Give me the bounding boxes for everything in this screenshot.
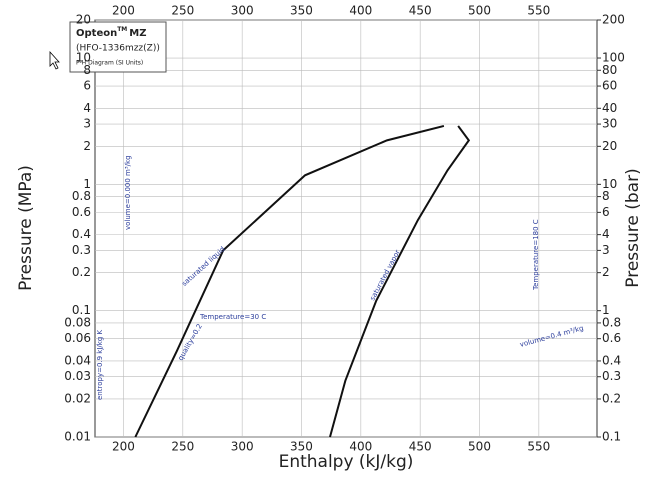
y-tick-label: 0.3 bbox=[72, 243, 91, 257]
y-tick-label: 1 bbox=[83, 177, 91, 191]
x-tick-label: 500 bbox=[468, 440, 491, 454]
y2-tick-label: 4 bbox=[602, 227, 610, 241]
y2-tick-label: 200 bbox=[602, 13, 625, 27]
x-tick-label: 250 bbox=[171, 440, 194, 454]
y-tick-label: 0.4 bbox=[72, 227, 91, 241]
y2-tick-label: 40 bbox=[602, 101, 617, 115]
y2-tick-label: 6 bbox=[602, 205, 610, 219]
y2-tick-label: 0.1 bbox=[602, 430, 621, 444]
y-tick-label: 20 bbox=[76, 13, 91, 27]
annotation: Temperature=30 C bbox=[199, 313, 266, 321]
legend-frame bbox=[69, 21, 167, 73]
refrigerant: (HFO-1336mzz(Z)) bbox=[76, 44, 160, 54]
x-top-tick-label: 250 bbox=[171, 4, 194, 18]
y-tick-label: 10 bbox=[76, 51, 91, 65]
annotation: entropy=0.9 kJ/kg K bbox=[96, 329, 104, 400]
plot-area bbox=[94, 19, 598, 438]
y-axis-label: Pressure (MPa) bbox=[16, 165, 36, 291]
y2-axis-label: Pressure (bar) bbox=[623, 168, 643, 287]
x-top-tick-label: 400 bbox=[349, 4, 372, 18]
series-line bbox=[329, 125, 471, 438]
y2-tick-label: 0.4 bbox=[602, 353, 621, 367]
y2-tick-label: 10 bbox=[602, 177, 617, 191]
brand-name: Opteon bbox=[76, 28, 117, 39]
y2-tick-label: 30 bbox=[602, 117, 617, 131]
y-tick-label: 0.08 bbox=[64, 315, 91, 329]
brand: OpteonTM MZ bbox=[76, 26, 147, 40]
x-tick-label: 400 bbox=[349, 440, 372, 454]
x-top-tick-label: 350 bbox=[290, 4, 313, 18]
y2-tick-label: 0.8 bbox=[602, 315, 621, 329]
y-tick-label: 0.6 bbox=[72, 205, 91, 219]
y2-tick-label: 20 bbox=[602, 139, 617, 153]
y2-tick-label: 8 bbox=[602, 189, 610, 203]
y-tick-label: 0.2 bbox=[72, 265, 91, 279]
x-top-tick-label: 500 bbox=[468, 4, 491, 18]
y2-tick-label: 3 bbox=[602, 243, 610, 257]
x-tick-label: 450 bbox=[409, 440, 432, 454]
x-tick-label: 550 bbox=[527, 440, 550, 454]
y-tick-label: 0.1 bbox=[72, 303, 91, 317]
y2-tick-label: 60 bbox=[602, 79, 617, 93]
y2-tick-label: 2 bbox=[602, 265, 610, 279]
y-tick-label: 4 bbox=[83, 101, 91, 115]
product: MZ bbox=[129, 28, 146, 39]
y2-tick-label: 1 bbox=[602, 303, 610, 317]
x-top-tick-label: 450 bbox=[409, 4, 432, 18]
annotation: volume=0.000 m³/kg bbox=[124, 155, 132, 230]
y2-tick-label: 0.2 bbox=[602, 391, 621, 405]
y-tick-label: 0.03 bbox=[64, 369, 91, 383]
y2-tick-label: 0.6 bbox=[602, 331, 621, 345]
y-tick-label: 0.01 bbox=[64, 430, 91, 444]
x-top-tick-label: 550 bbox=[527, 4, 550, 18]
y2-tick-label: 100 bbox=[602, 51, 625, 65]
plot bbox=[95, 19, 601, 438]
annotation: Temperature=180 C bbox=[532, 219, 540, 291]
y-tick-label: 3 bbox=[83, 117, 91, 131]
y2-tick-label: 0.3 bbox=[602, 369, 621, 383]
cursor bbox=[49, 50, 60, 70]
trademark: TM bbox=[117, 26, 127, 33]
y-tick-label: 0.02 bbox=[64, 391, 91, 405]
y-tick-label: 2 bbox=[83, 139, 91, 153]
series-line bbox=[134, 124, 445, 438]
x-top-tick-label: 300 bbox=[231, 4, 254, 18]
y-tick-label: 8 bbox=[83, 63, 91, 77]
y-tick-label: 0.04 bbox=[64, 353, 91, 367]
x-axis-label: Enthalpy (kJ/kg) bbox=[279, 452, 414, 472]
subtitle: P-H Diagram (SI Units) bbox=[76, 60, 143, 67]
y2-tick-label: 80 bbox=[602, 63, 617, 77]
y-tick-label: 6 bbox=[83, 79, 91, 93]
x-tick-label: 300 bbox=[231, 440, 254, 454]
legend-box: OpteonTM MZ (HFO-1336mzz(Z)) P-H Diagram … bbox=[69, 21, 167, 73]
x-top-tick-label: 200 bbox=[112, 4, 135, 18]
y-tick-label: 0.06 bbox=[64, 331, 91, 345]
x-tick-label: 200 bbox=[112, 440, 135, 454]
y-tick-label: 0.8 bbox=[72, 189, 91, 203]
x-tick-label: 350 bbox=[290, 440, 313, 454]
